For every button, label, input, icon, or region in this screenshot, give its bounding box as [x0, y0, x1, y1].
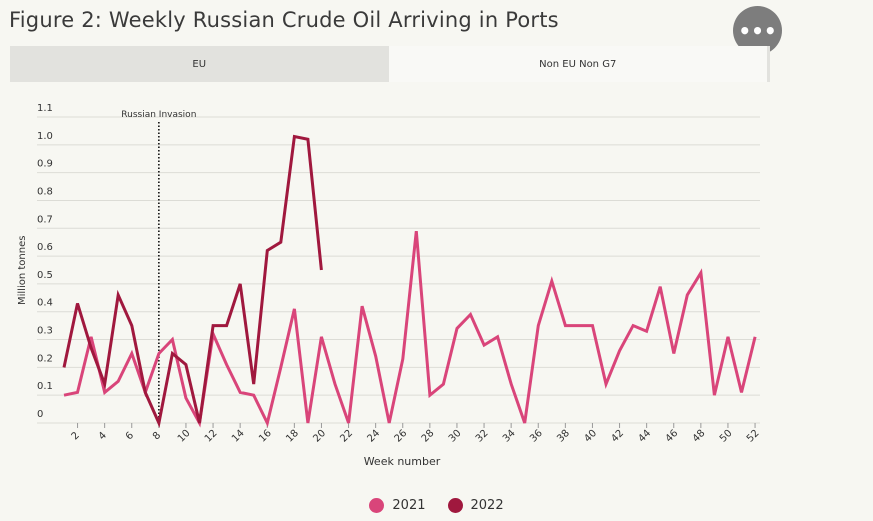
x-tick-label: 42	[609, 428, 626, 445]
tab-bar: EU Non EU Non G7	[10, 46, 770, 82]
x-tick-label: 6	[124, 430, 136, 442]
x-tick-label: 28	[420, 428, 437, 445]
y-axis-ticks: 0 0.1 0.2 0.3 0.4 0.5 0.6 0.7 0.8 0.9 1.0 1.1	[37, 103, 53, 420]
y-tick-label: 0	[37, 409, 43, 420]
y-tick-label: 0.7	[37, 214, 53, 225]
x-tick-label: 2	[70, 430, 82, 442]
y-tick-label: 0.8	[37, 186, 53, 197]
annotation: Russian Invasion	[121, 110, 196, 423]
legend-item-2022[interactable]: 2022	[447, 498, 504, 513]
legend-label: 2022	[470, 498, 504, 513]
x-tick-label: 4	[97, 430, 109, 442]
x-tick-label: 18	[284, 428, 301, 445]
x-tick-label: 12	[203, 428, 220, 445]
series-lines	[62, 134, 757, 428]
legend-swatch	[447, 498, 463, 513]
legend-label: 2021	[392, 498, 426, 513]
tab-eu[interactable]: EU	[10, 46, 389, 82]
y-tick-label: 0.3	[37, 326, 53, 337]
invasion-marker-label: Russian Invasion	[121, 110, 196, 120]
y-tick-label: 0.6	[37, 242, 53, 253]
ellipsis-icon: •••	[738, 18, 777, 43]
x-tick-label: 48	[691, 428, 708, 445]
y-tick-label: 0.5	[37, 270, 53, 281]
x-tick-label: 10	[176, 428, 193, 445]
x-axis-label: Week number	[364, 455, 441, 468]
legend-item-2021[interactable]: 2021	[369, 498, 426, 513]
x-tick-label: 22	[338, 428, 355, 445]
x-tick-label: 38	[555, 428, 572, 445]
series-line-2021[interactable]	[63, 230, 757, 428]
x-tick-label: 14	[230, 428, 247, 445]
x-tick-label: 8	[151, 430, 163, 442]
y-tick-label: 0.9	[37, 159, 53, 170]
x-tick-label: 46	[664, 428, 681, 445]
x-tick-label: 32	[474, 428, 491, 445]
y-axis-label: Million tonnes	[17, 236, 28, 305]
tab-non-eu-non-g7[interactable]: Non EU Non G7	[388, 46, 770, 82]
y-tick-label: 1.1	[37, 103, 53, 114]
x-tick-label: 30	[447, 428, 464, 445]
series-line-2022[interactable]	[62, 134, 323, 428]
y-tick-label: 0.1	[37, 381, 53, 392]
y-tick-label: 0.4	[37, 298, 53, 309]
x-tick-label: 24	[365, 428, 382, 445]
gridlines	[37, 116, 760, 424]
x-tick-label: 52	[745, 428, 762, 445]
chart-title: Figure 2: Weekly Russian Crude Oil Arriv…	[9, 8, 559, 32]
x-axis-ticks: 2 4 6 8 10 12 14 16 18 20 22 24 26 28 30 32 34 36 38 40 42 44…	[70, 423, 762, 445]
y-tick-label: 0.2	[37, 353, 53, 364]
x-tick-label: 40	[582, 428, 599, 445]
x-tick-label: 26	[393, 428, 410, 445]
y-tick-label: 1.0	[37, 131, 53, 142]
x-tick-label: 50	[718, 428, 735, 445]
x-tick-label: 20	[311, 428, 328, 445]
x-tick-label: 34	[501, 428, 518, 445]
legend-swatch	[369, 498, 385, 513]
legend: 2021 2022	[0, 498, 873, 513]
x-tick-label: 16	[257, 428, 274, 445]
x-tick-label: 44	[636, 428, 653, 445]
x-tick-label: 36	[528, 428, 545, 445]
